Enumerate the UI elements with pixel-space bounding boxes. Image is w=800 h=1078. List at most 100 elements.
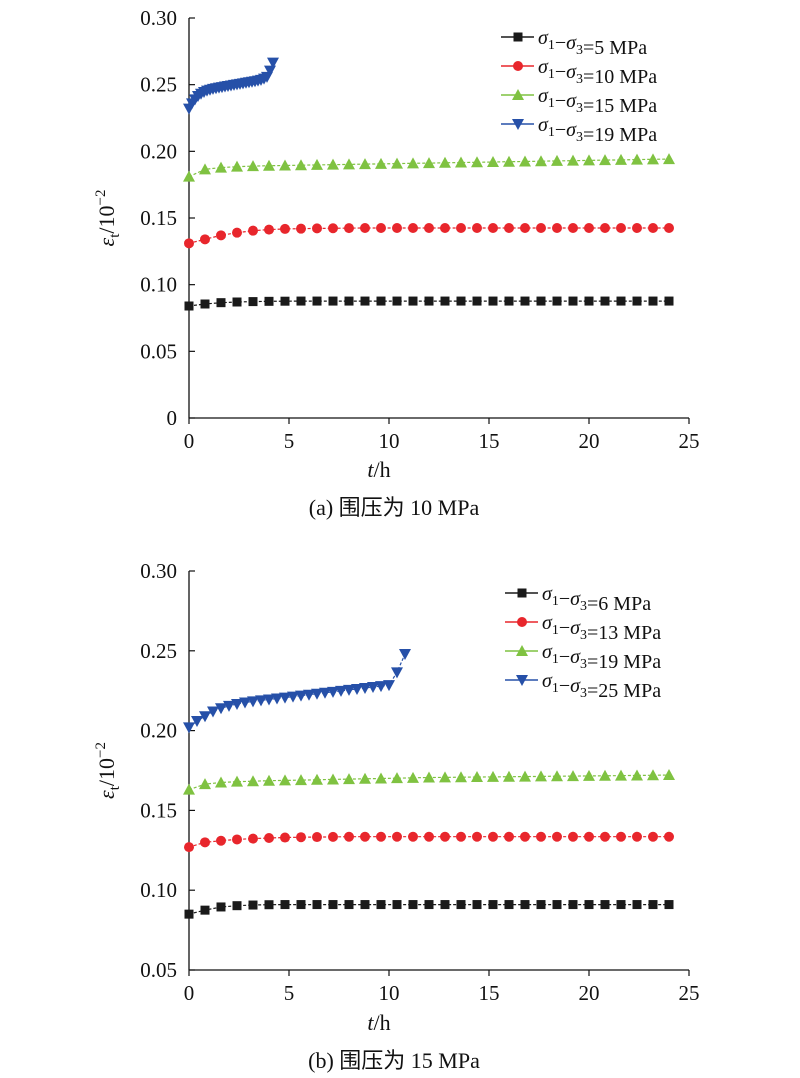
data-point: [408, 223, 418, 233]
data-point: [271, 693, 283, 705]
data-point: [215, 776, 227, 788]
data-point: [200, 234, 210, 245]
data-point: [664, 900, 674, 910]
data-point: [343, 158, 355, 170]
data-point: [263, 774, 275, 786]
data-point: [360, 831, 370, 842]
data-point: [647, 153, 659, 165]
data-point: [535, 155, 547, 167]
data-point: [255, 695, 267, 707]
data-point: [263, 694, 275, 706]
data-point: [520, 296, 530, 306]
data-point: [536, 296, 546, 306]
data-point: [327, 686, 339, 698]
data-point: [616, 223, 626, 233]
data-point: [471, 156, 483, 168]
data-point: [584, 296, 594, 306]
data-point: [519, 770, 531, 782]
y-tick-label: 0: [167, 406, 178, 430]
data-point: [200, 905, 210, 915]
data-point: [280, 832, 290, 843]
data-point: [488, 831, 498, 842]
series-3: [183, 57, 279, 115]
data-point: [631, 769, 643, 781]
legend-label: σ1−σ3=15 MPa: [538, 85, 657, 117]
data-point: [519, 155, 531, 167]
legend-label: σ1−σ3=6 MPa: [542, 583, 651, 615]
data-point: [232, 834, 242, 845]
data-point: [408, 900, 418, 910]
y-tick-label: 0.20: [140, 139, 177, 163]
data-point: [312, 900, 322, 910]
data-point: [392, 900, 402, 910]
data-point: [536, 223, 546, 233]
data-point: [264, 833, 274, 844]
data-point: [392, 831, 402, 842]
data-point: [664, 296, 674, 306]
data-point: [600, 831, 610, 842]
data-point: [359, 682, 371, 694]
data-point: [456, 296, 466, 306]
data-point: [552, 900, 562, 910]
data-point: [615, 153, 627, 165]
data-point: [223, 700, 235, 712]
x-tick-label: 20: [579, 429, 600, 453]
series-2: [183, 768, 675, 795]
data-point: [295, 690, 307, 702]
x-axis-label: t/h: [367, 1010, 390, 1035]
data-point: [399, 648, 411, 660]
legend-marker: [513, 61, 523, 71]
data-point: [504, 900, 514, 910]
data-point: [664, 223, 674, 233]
data-point: [504, 296, 514, 306]
data-point: [215, 161, 227, 173]
data-point: [424, 831, 434, 842]
legend-marker: [516, 645, 528, 656]
data-point: [216, 902, 226, 912]
series-0: [184, 296, 674, 311]
data-point: [376, 900, 386, 910]
data-point: [663, 153, 675, 165]
data-point: [264, 900, 274, 910]
data-point: [376, 296, 386, 306]
x-tick-label: 25: [679, 429, 700, 453]
data-point: [183, 722, 195, 734]
legend-label: σ1−σ3=5 MPa: [538, 27, 647, 59]
data-point: [383, 680, 395, 692]
data-point: [184, 842, 194, 853]
data-point: [335, 685, 347, 697]
data-point: [328, 831, 338, 842]
data-point: [583, 769, 595, 781]
data-point: [296, 900, 306, 910]
data-point: [376, 831, 386, 842]
data-point: [407, 771, 419, 783]
data-point: [616, 831, 626, 842]
data-point: [551, 770, 563, 782]
data-point: [568, 900, 578, 910]
x-tick-label: 15: [479, 429, 500, 453]
data-point: [535, 770, 547, 782]
data-point: [280, 223, 290, 234]
data-point: [456, 223, 466, 233]
data-point: [191, 716, 203, 728]
y-tick-label: 0.15: [140, 798, 177, 822]
data-point: [616, 296, 626, 306]
data-point: [391, 772, 403, 784]
y-tick-label: 0.20: [140, 719, 177, 743]
data-point: [648, 296, 658, 306]
data-point: [279, 159, 291, 171]
data-point: [472, 223, 482, 233]
data-point: [552, 831, 562, 842]
panel-caption: (b) 围压为 15 MPa: [308, 1048, 480, 1073]
data-point: [328, 900, 338, 910]
data-point: [344, 223, 354, 234]
series-0: [184, 900, 674, 919]
data-point: [312, 296, 322, 306]
panel-caption: (a) 围压为 10 MPa: [309, 495, 480, 520]
data-point: [296, 296, 306, 306]
data-point: [472, 900, 482, 910]
data-point: [616, 900, 626, 910]
x-tick-label: 10: [379, 429, 400, 453]
data-point: [647, 769, 659, 781]
